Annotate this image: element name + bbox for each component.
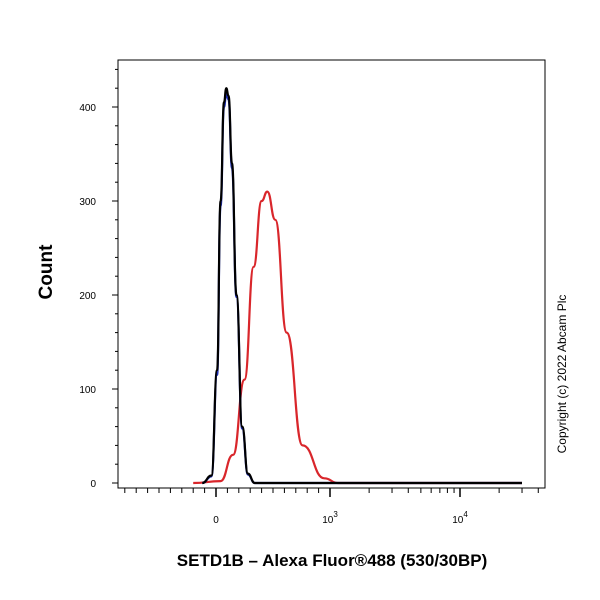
y-tick-label: 0 <box>90 479 96 490</box>
series-line <box>193 190 522 485</box>
y-tick-label: 200 <box>79 291 96 302</box>
y-axis-ticks: 0 100 200 300 400 <box>79 68 118 490</box>
series-line <box>202 87 522 485</box>
plot-frame <box>117 59 546 489</box>
x-tick-label: 103 <box>322 510 338 526</box>
y-axis-label: Count <box>36 244 57 300</box>
x-axis-label: SETD1B – Alexa Fluor®488 (530/30BP) <box>177 551 487 570</box>
x-tick-label: 104 <box>452 510 468 526</box>
y-tick-label: 100 <box>79 385 96 396</box>
copyright-notice: Copyright (c) 2022 Abcam Plc <box>555 295 569 454</box>
x-axis-ticks: 0 103 104 <box>124 488 539 526</box>
x-tick-label: 0 <box>213 515 219 526</box>
y-tick-label: 300 <box>79 197 96 208</box>
y-tick-label: 400 <box>79 103 96 114</box>
histogram-series <box>193 87 522 485</box>
